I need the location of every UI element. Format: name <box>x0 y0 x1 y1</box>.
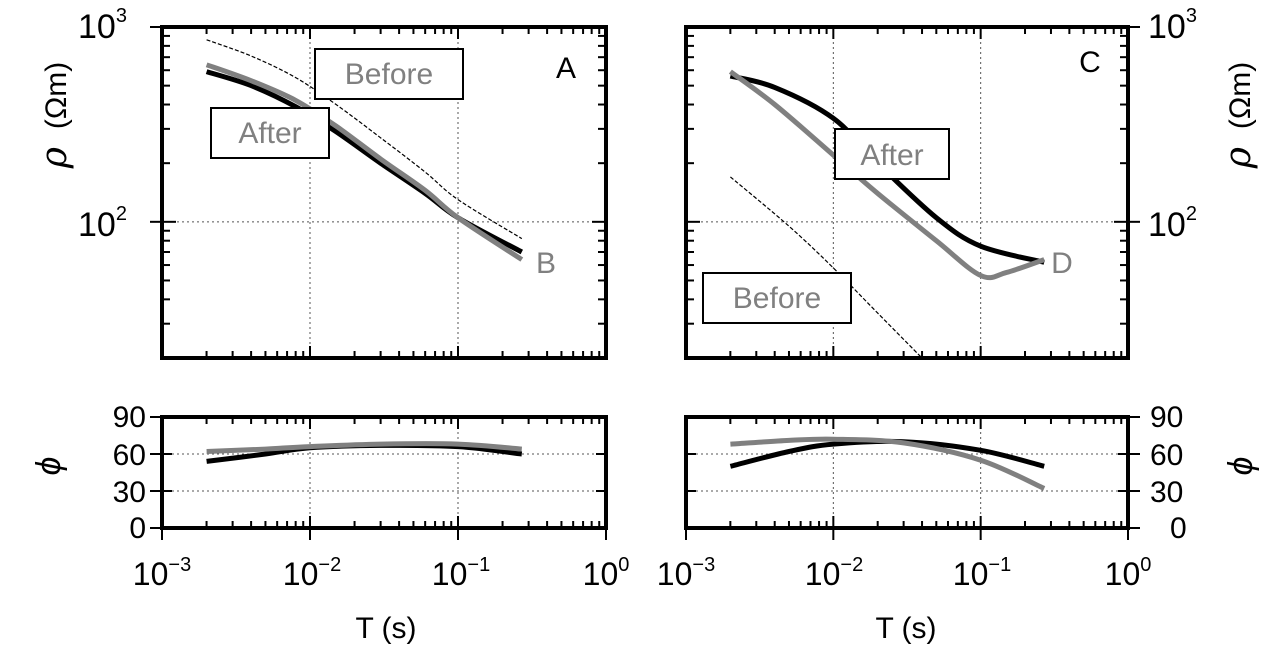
series-layer <box>205 39 1046 491</box>
before-callout-right: Before <box>702 272 852 324</box>
left-phi-tick-90: 90 <box>113 401 146 434</box>
svg-text:ρ(Ωm): ρ(Ωm) <box>34 62 75 170</box>
left-phi-frame <box>160 415 608 530</box>
left-x-tick-0.01: 10−2 <box>283 554 341 592</box>
left-x-tick-1: 100 <box>583 554 630 592</box>
right-phi-axis-label: ϕ <box>1222 457 1260 476</box>
right-rho-series-2 <box>730 176 923 359</box>
right-x-tick-0.01: 10−2 <box>805 554 863 592</box>
frame-layer <box>160 25 1130 530</box>
right-phi-tick-30: 30 <box>1150 476 1183 509</box>
left-rho-series-1 <box>205 62 524 262</box>
right-phi-frame <box>684 415 1130 530</box>
svg-text:ρ(Ωm): ρ(Ωm) <box>1218 62 1259 170</box>
right-x-tick-0.1: 10−1 <box>953 554 1011 592</box>
after-callout-right: After <box>834 128 950 180</box>
left-phi-series-1 <box>206 441 523 454</box>
svg-text:Before: Before <box>733 282 821 315</box>
right-rho-series-1 <box>728 69 1046 281</box>
series-end-label-b: B <box>536 247 556 280</box>
left-rho-frame <box>160 25 608 360</box>
right-rho-axis-label: ρ(Ωm) <box>1218 62 1259 170</box>
left-phi-tick-30: 30 <box>113 476 146 509</box>
panel-label-c: C <box>1079 46 1101 79</box>
svg-text:After: After <box>238 117 301 150</box>
svg-text:After: After <box>860 139 923 172</box>
after-callout-left: After <box>210 107 330 159</box>
left-phi-axis-label: ϕ <box>30 457 68 476</box>
series-end-label-d: D <box>1051 247 1073 280</box>
left-rho-tick-100: 102 <box>78 203 127 244</box>
panel-label-a: A <box>556 52 576 85</box>
right-rho-tick-100: 102 <box>1148 203 1197 244</box>
left-x-axis-label: T (s) <box>355 612 416 645</box>
right-x-axis-label: T (s) <box>875 612 936 645</box>
before-callout-left: Before <box>314 48 464 100</box>
right-phi-tick-0: 0 <box>1170 512 1187 545</box>
left-rho-axis-label: ρ(Ωm) <box>34 62 75 170</box>
right-phi-series-1 <box>730 436 1046 491</box>
right-phi-tick-60: 60 <box>1150 439 1183 472</box>
right-x-tick-1: 100 <box>1105 554 1152 592</box>
left-rho-tick-1000: 103 <box>78 5 127 46</box>
right-x-tick-0.001: 10−3 <box>657 554 715 592</box>
right-rho-frame <box>684 25 1130 360</box>
svg-text:Before: Before <box>345 58 433 91</box>
left-x-tick-0.1: 10−1 <box>432 554 490 592</box>
right-rho-tick-1000: 103 <box>1148 5 1197 46</box>
left-x-tick-0.001: 10−3 <box>133 554 191 592</box>
left-phi-tick-60: 60 <box>113 439 146 472</box>
left-phi-tick-0: 0 <box>129 512 146 545</box>
right-phi-tick-90: 90 <box>1150 401 1183 434</box>
left-rho-series-2 <box>206 39 523 240</box>
